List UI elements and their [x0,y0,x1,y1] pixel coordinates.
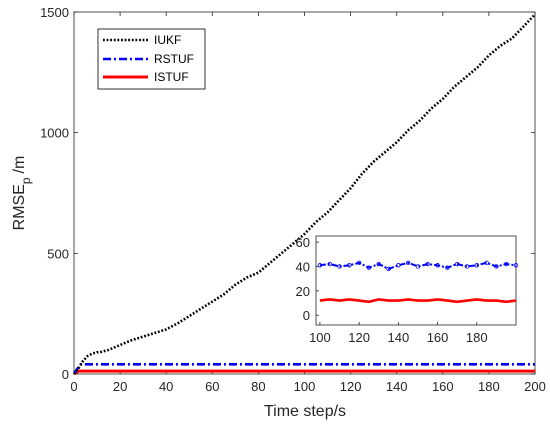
inset-point-rstuf [386,266,391,272]
inset-point-rstuf [445,265,450,270]
y-axis-title: RMSEp/m [11,156,33,231]
inset-point-rstuf [494,264,499,269]
inset-point-rstuf [356,260,362,266]
y-tick-label: 1500 [40,5,69,20]
x-tick-label: 20 [113,379,127,394]
inset-point-rstuf [435,263,440,268]
x-tick-label: 80 [251,379,265,394]
inset-x-tick-label: 160 [427,330,449,345]
x-tick-label: 40 [159,379,173,394]
x-tick-label: 160 [432,379,454,394]
x-tick-label: 0 [70,379,77,394]
x-tick-label: 180 [478,379,500,394]
inset-x-tick-label: 140 [388,330,410,345]
x-tick-label: 60 [205,379,219,394]
inset-point-rstuf [405,260,411,266]
inset-point-rstuf [425,261,430,267]
inset-point-rstuf [513,263,519,268]
inset-point-rstuf [415,264,421,269]
legend: IUKF RSTUF ISTUF [97,28,206,90]
inset-point-rstuf [366,265,372,270]
inset-x-tick-label: 180 [466,330,488,345]
inset-point-rstuf [317,263,323,268]
y-axis-title-unit: /m [11,156,28,174]
inset-x-tick-label: 120 [348,330,370,345]
x-tick-label: 100 [294,379,316,394]
inset-y-tick-label: 40 [296,259,310,274]
series-line-istuf [73,369,535,376]
inset-point-rstuf [454,261,460,267]
inset-point-rstuf [347,263,352,268]
inset-frame [315,235,517,326]
x-tick-label: 200 [524,379,546,394]
inset-y-tick-label: 20 [296,284,310,299]
inset-point-rstuf [474,263,479,268]
inset-point-rstuf [376,261,381,267]
x-axis-title: Time step/s [264,403,346,420]
inset-point-rstuf [396,263,401,268]
inset-point-rstuf [503,261,509,267]
legend-label-iukf: IUKF [154,33,181,47]
x-tick-label: 120 [340,379,362,394]
legend-label-istuf: ISTUF [154,70,189,84]
svg-text:RMSEp/m: RMSEp/m [11,156,33,231]
inset-series-line-istuf [319,298,517,304]
inset-y-tick-label: 60 [296,235,310,250]
series-line-iukf [72,13,536,375]
inset-point-rstuf [484,260,489,266]
y-tick-label: 1000 [40,126,69,141]
inset-point-rstuf [464,264,470,269]
legend-label-rstuf: RSTUF [154,52,194,66]
inset-series-line-rstuf [319,261,517,270]
y-tick-label: 500 [47,246,69,261]
inset-x-tick-label: 100 [309,330,331,345]
inset-plot: 100 120 140 160 180 0 20 40 60 [296,235,519,345]
inset-point-rstuf [327,261,332,267]
x-tick-label: 140 [386,379,408,394]
y-axis-title-main: RMSE [11,184,28,230]
inset-point-rstuf [337,264,342,269]
inset-y-tick-label: 0 [303,308,310,323]
y-tick-label: 0 [62,367,69,382]
y-axis-title-subscript: p [19,177,33,184]
